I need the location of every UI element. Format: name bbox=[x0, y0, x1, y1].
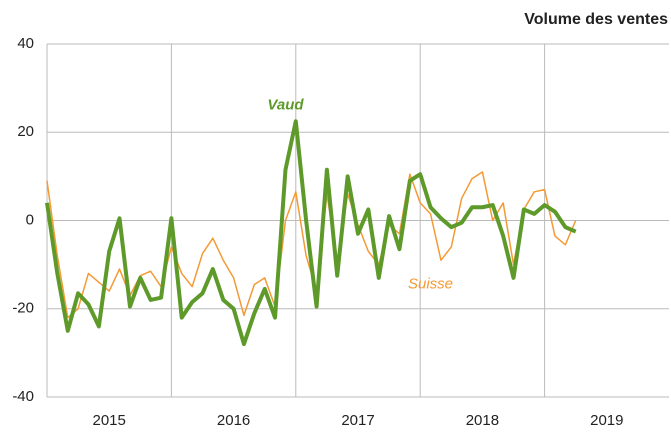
x-tick-label: 2017 bbox=[341, 412, 374, 429]
x-tick-label: 2015 bbox=[93, 412, 126, 429]
y-tick-label: -40 bbox=[12, 388, 34, 405]
y-tick-label: 40 bbox=[17, 35, 34, 52]
annotation: Suisse bbox=[408, 275, 453, 292]
line-series bbox=[45, 119, 577, 347]
chart-title: Volume des ventes bbox=[524, 11, 668, 28]
x-tick-label: 2019 bbox=[590, 412, 623, 429]
y-tick-label: -20 bbox=[12, 300, 34, 317]
x-tick-label: 2016 bbox=[217, 412, 250, 429]
annotation: Vaud bbox=[267, 97, 304, 114]
y-tick-label: 0 bbox=[26, 211, 34, 228]
line-series bbox=[46, 171, 577, 319]
y-tick-label: 20 bbox=[17, 123, 34, 140]
x-tick-label: 2018 bbox=[466, 412, 499, 429]
